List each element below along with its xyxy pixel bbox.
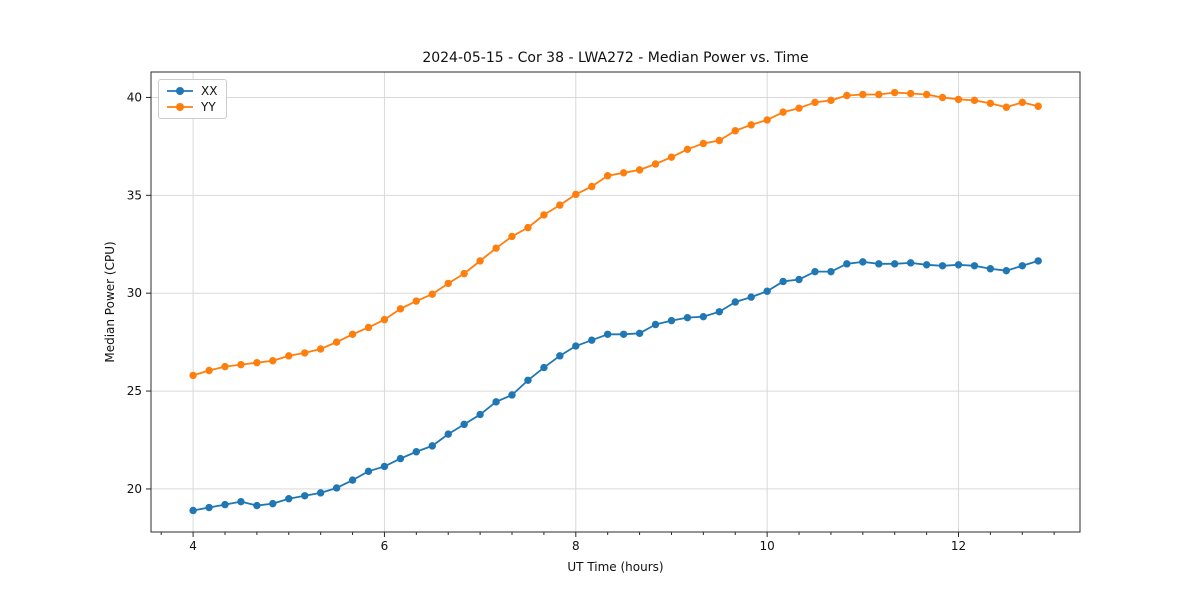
svg-text:40: 40 — [127, 90, 142, 104]
legend-entry-yy: YY — [166, 101, 217, 113]
svg-text:6: 6 — [381, 539, 389, 553]
legend-label-yy: YY — [201, 100, 216, 114]
svg-text:10: 10 — [760, 539, 775, 553]
svg-text:35: 35 — [127, 188, 142, 202]
legend: XX YY — [158, 79, 228, 119]
chart-title: 2024-05-15 - Cor 38 - LWA272 - Median Po… — [422, 50, 809, 66]
svg-text:4: 4 — [189, 539, 197, 553]
svg-text:25: 25 — [127, 384, 142, 398]
svg-text:12: 12 — [951, 539, 966, 553]
svg-text:8: 8 — [572, 539, 580, 553]
x-axis-label: UT Time (hours) — [567, 560, 664, 574]
legend-line-marker-xx-icon — [167, 87, 193, 95]
legend-label-xx: XX — [201, 84, 218, 98]
svg-text:20: 20 — [127, 482, 142, 496]
legend-line-marker-yy-icon — [167, 103, 193, 111]
y-axis-label: Median Power (CPU) — [103, 241, 117, 363]
legend-entry-xx: XX — [166, 85, 217, 97]
svg-text:30: 30 — [127, 286, 142, 300]
